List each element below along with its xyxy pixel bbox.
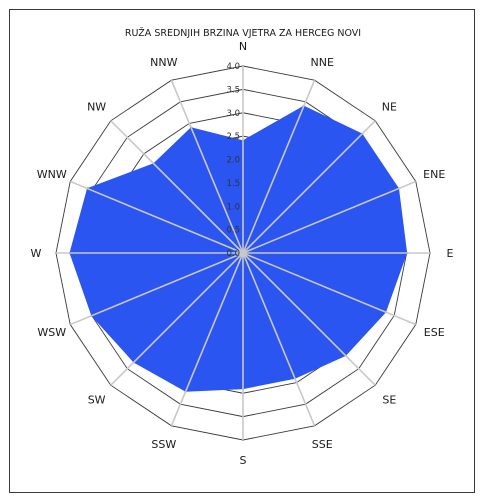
direction-label-S: S — [240, 454, 247, 467]
radial-tick-label: 0.0 — [226, 249, 240, 259]
spoke-WSW — [69, 252, 244, 326]
direction-label-ENE: ENE — [423, 168, 445, 181]
direction-label-ESE: ESE — [424, 326, 445, 339]
spoke-layer — [56, 66, 430, 440]
spoke-SSE — [242, 252, 316, 427]
chart-title: RUŽA SREDNJIH BRZINA VJETRA ZA HERCEG NO… — [125, 27, 361, 39]
spoke-NNW — [170, 79, 244, 254]
direction-label-NE: NE — [382, 101, 397, 114]
radial-tick-label: 2.0 — [226, 156, 240, 166]
radial-tick-label: 1.0 — [226, 202, 240, 212]
direction-label-NNE: NNE — [311, 56, 334, 69]
spoke-NNE — [242, 79, 316, 254]
direction-label-NNW: NNW — [150, 56, 177, 69]
radial-tick-label: 3.5 — [226, 85, 240, 95]
spoke-ESE — [242, 252, 417, 326]
direction-label-WNW: WNW — [37, 168, 67, 181]
label-layer: 0.0 0.5 1.0 1.5 2.0 2.5 3.0 3.5 4.0 N NNE NE ENE E ESE… — [31, 40, 454, 467]
direction-label-WSW: WSW — [37, 326, 66, 339]
direction-label-SW: SW — [88, 393, 106, 406]
spoke-ENE — [242, 180, 417, 254]
spoke-WNW — [69, 180, 244, 254]
direction-label-SE: SE — [382, 393, 396, 406]
spoke-NW — [110, 120, 244, 254]
radial-tick-label: 2.5 — [226, 132, 240, 142]
radial-tick-label: 3.0 — [226, 109, 240, 119]
direction-label-E: E — [447, 247, 454, 260]
spoke-SW — [110, 252, 244, 386]
spoke-NE — [242, 120, 376, 254]
spoke-SSW — [170, 252, 244, 427]
direction-label-SSE: SSE — [312, 438, 333, 451]
radial-tick-label: 1.5 — [226, 179, 240, 189]
direction-label-W: W — [31, 247, 42, 260]
spoke-SE — [242, 252, 376, 386]
radial-tick-label: 4.0 — [226, 62, 240, 72]
direction-label-N: N — [239, 40, 247, 53]
radial-tick-label: 0.5 — [226, 226, 240, 236]
direction-label-NW: NW — [87, 101, 106, 114]
direction-label-SSW: SSW — [151, 438, 176, 451]
